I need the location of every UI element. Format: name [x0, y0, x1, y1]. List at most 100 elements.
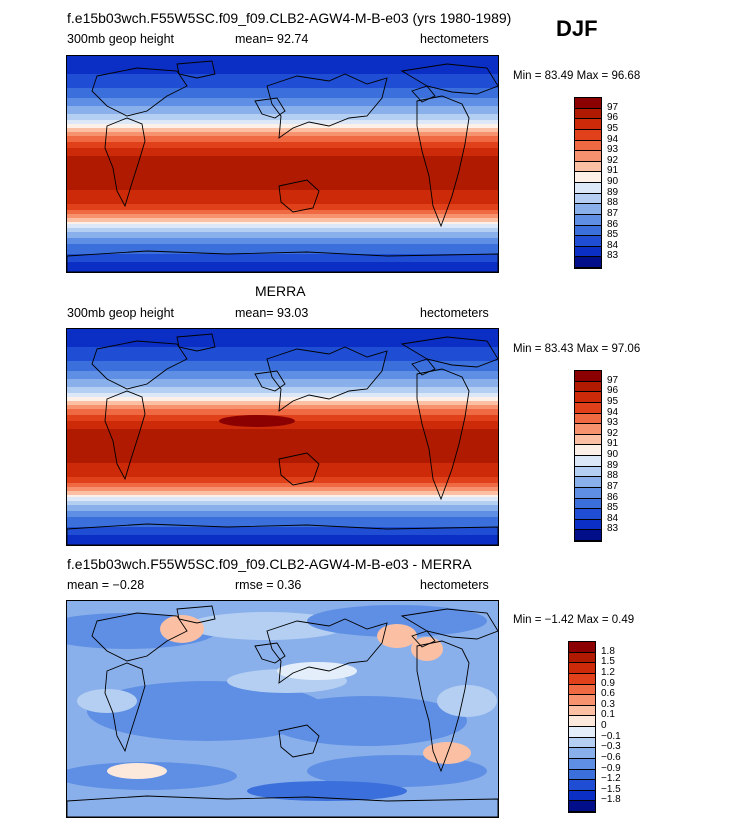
- coastline: [416, 368, 470, 501]
- colorbar-swatch: [575, 487, 601, 499]
- coastline: [278, 724, 320, 758]
- map-band: [67, 92, 498, 95]
- map-band: [67, 505, 498, 508]
- map-band: [67, 345, 498, 348]
- panel3-units-label: hectometers: [420, 578, 489, 592]
- map-band: [67, 443, 498, 446]
- colorbar-tick-label: −1.5: [601, 783, 621, 795]
- map-band: [67, 186, 498, 189]
- map-band: [67, 124, 498, 127]
- colorbar-swatch: [575, 519, 601, 531]
- map-band: [67, 210, 498, 213]
- map-band: [67, 98, 498, 101]
- map-band: [67, 373, 498, 376]
- map-band: [67, 108, 498, 111]
- colorbar-swatch: [569, 663, 595, 674]
- map-band: [67, 218, 498, 221]
- map-band: [67, 393, 498, 396]
- map-anomaly-region: [411, 637, 443, 661]
- map-band: [67, 146, 498, 149]
- map-band: [67, 467, 498, 470]
- map-band: [67, 375, 498, 378]
- map-band: [67, 240, 498, 243]
- map-band: [67, 248, 498, 251]
- map-band: [67, 152, 498, 155]
- map-band: [67, 339, 498, 342]
- coastline: [91, 340, 188, 390]
- map-band: [67, 182, 498, 185]
- map-band: [67, 483, 498, 486]
- map-band: [67, 254, 498, 257]
- colorbar-swatch: [575, 161, 601, 173]
- colorbar-swatch: [575, 445, 601, 456]
- map-band: [67, 158, 498, 161]
- map-band: [67, 383, 498, 386]
- map-anomaly-region: [307, 605, 487, 637]
- colorbar-swatch: [575, 392, 601, 403]
- map-anomaly-region: [267, 696, 467, 746]
- colorbar-tick-label: 0.6: [601, 688, 615, 700]
- colorbar-swatch: [575, 193, 601, 205]
- colorbar-tick-label: 96: [607, 385, 619, 397]
- map-band: [67, 164, 498, 167]
- map-band: [67, 453, 498, 456]
- coastline: [67, 250, 498, 272]
- map-band: [67, 363, 498, 366]
- map-band: [67, 66, 498, 69]
- map-band: [67, 487, 498, 490]
- map-band: [67, 431, 498, 434]
- colorbar-swatch: [569, 695, 595, 706]
- panel1-minmax: Min = 83.49 Max = 96.68: [513, 70, 641, 82]
- coastline: [400, 63, 498, 95]
- colorbar-tick-label: 85: [607, 502, 619, 514]
- map-band: [67, 387, 498, 390]
- map-band: [67, 459, 498, 462]
- map-band: [67, 62, 498, 65]
- map-band: [67, 74, 498, 77]
- colorbar-swatch: [569, 790, 595, 802]
- map-band: [67, 461, 498, 464]
- map-band: [67, 214, 498, 217]
- map-band: [67, 252, 498, 255]
- colorbar-swatch: [569, 801, 595, 812]
- map-band: [67, 270, 498, 272]
- map-band: [67, 451, 498, 454]
- colorbar-swatch: [569, 652, 595, 664]
- panel2-map: [66, 328, 499, 546]
- panel3-title: f.e15b03wch.F55W5SC.f09_f09.CLB2-AGW4-M-…: [67, 556, 472, 572]
- map-band: [67, 256, 498, 259]
- colorbar-swatch: [575, 183, 601, 194]
- map-band: [67, 70, 498, 73]
- map-band: [67, 260, 498, 263]
- map-band: [67, 439, 498, 442]
- map-band: [67, 539, 498, 542]
- map-band: [67, 463, 498, 466]
- coastline: [400, 608, 498, 640]
- map-band: [67, 449, 498, 452]
- map-band: [67, 337, 498, 340]
- map-band: [67, 174, 498, 177]
- colorbar-tick-label: 92: [607, 427, 619, 439]
- map-band: [67, 268, 498, 271]
- map-band: [67, 369, 498, 372]
- panel3-mean-label: mean = −0.28: [67, 578, 145, 592]
- map-band: [67, 118, 498, 121]
- colorbar-tick-label: −0.3: [601, 741, 621, 753]
- colorbar-tick-label: 92: [607, 154, 619, 166]
- panel1-colorbar: [574, 97, 602, 269]
- colorbar-swatch: [575, 98, 601, 109]
- map-band: [67, 160, 498, 163]
- map-band: [67, 511, 498, 514]
- map-band: [67, 389, 498, 392]
- map-band: [67, 102, 498, 105]
- map-band: [67, 395, 498, 398]
- map-band: [67, 246, 498, 249]
- map-band: [67, 220, 498, 223]
- map-band: [67, 204, 498, 207]
- map-band: [67, 509, 498, 512]
- map-band: [67, 90, 498, 93]
- coastline: [416, 640, 470, 773]
- map-band: [67, 543, 498, 545]
- colorbar-tick-label: 0.9: [601, 677, 615, 689]
- map-band: [67, 126, 498, 129]
